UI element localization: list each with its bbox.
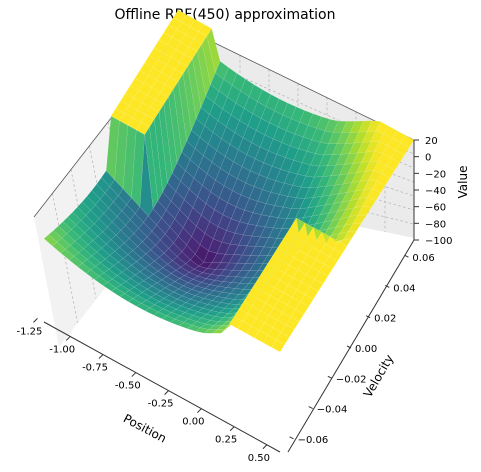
x-tick-mark xyxy=(33,318,38,323)
z-ticks: 20 0 −20 −40 −60 −80 −100 xyxy=(414,136,452,247)
z-tick-label: 20 xyxy=(425,136,438,147)
y-tick-label: 0.00 xyxy=(355,344,377,355)
surface xyxy=(43,9,415,353)
z-tick-label: −60 xyxy=(425,203,446,214)
x-tick-mark xyxy=(164,390,169,395)
y-ticks: −0.06 −0.04 −0.02 0.00 0.02 0.04 0.06 xyxy=(289,253,435,446)
x-tick-mark xyxy=(131,372,137,377)
z-tick-label: −40 xyxy=(425,186,446,197)
x-axis-label: Position xyxy=(121,411,169,445)
y-tick-label: −0.02 xyxy=(336,374,367,385)
y-tick-mark xyxy=(327,375,333,379)
x-tick-label: -0.75 xyxy=(82,363,108,374)
x-tick-mark xyxy=(262,444,268,450)
z-tick-label: −20 xyxy=(425,169,446,180)
x-tick-mark xyxy=(196,408,202,414)
x-tick-mark xyxy=(229,426,235,432)
chart-title: Offline RBF(450) approximation xyxy=(114,7,335,23)
y-tick-label: −0.06 xyxy=(298,435,329,446)
grid-line xyxy=(52,193,78,323)
y-tick-mark xyxy=(365,315,371,319)
y-tick-label: −0.04 xyxy=(317,405,348,416)
x-tick-label: -0.25 xyxy=(148,399,174,410)
x-tick-mark xyxy=(65,336,71,341)
x-tick-label: -1.00 xyxy=(49,344,75,355)
x-axis-line xyxy=(43,321,281,453)
y-tick-mark xyxy=(289,436,294,440)
x-tick-mark xyxy=(98,354,104,359)
y-tick-mark xyxy=(308,406,313,410)
y-tick-label: 0.06 xyxy=(412,253,434,264)
x-tick-label: -1.25 xyxy=(17,326,43,337)
y-tick-label: 0.04 xyxy=(393,283,415,294)
y-tick-mark xyxy=(385,284,390,288)
y-tick-mark xyxy=(404,254,409,258)
x-tick-label: 0.25 xyxy=(215,435,237,446)
z-tick-label: −80 xyxy=(425,219,446,230)
x-tick-label: -0.50 xyxy=(115,381,141,392)
y-tick-label: 0.02 xyxy=(374,314,396,325)
y-axis-line xyxy=(287,239,415,453)
z-axis-label: Value xyxy=(456,166,470,199)
x-ticks: -1.25 -1.00 -0.75 -0.50 -0.25 0.00 0.25 0.50 xyxy=(17,318,270,464)
x-tick-label: 0.00 xyxy=(182,417,204,428)
z-tick-label: −100 xyxy=(425,236,452,247)
y-tick-mark xyxy=(346,345,352,349)
x-tick-label: 0.50 xyxy=(248,453,270,464)
z-tick-label: 0 xyxy=(425,153,431,164)
